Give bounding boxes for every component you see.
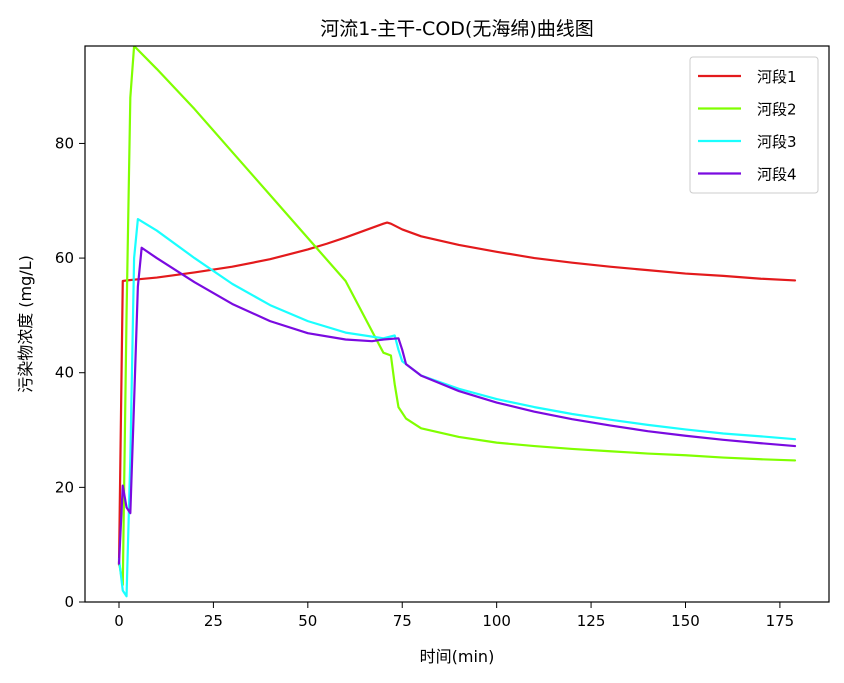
series-line-1: [117, 221, 797, 566]
series-line-3: [117, 218, 797, 598]
series-line-4: [117, 246, 797, 565]
x-tick-label: 100: [482, 612, 511, 630]
y-tick-label: 60: [55, 249, 74, 267]
x-tick-label: 25: [204, 612, 223, 630]
x-tick-label: 175: [766, 612, 795, 630]
legend-label: 河段1: [757, 68, 797, 86]
x-axis-ticks: 0 25 50 75 100 125 150 175: [114, 602, 794, 630]
plot-frame: [84, 45, 830, 603]
series-layer: [117, 46, 797, 598]
x-tick-label: 75: [393, 612, 412, 630]
legend-label: 河段4: [757, 166, 797, 184]
y-tick-label: 0: [64, 593, 74, 611]
legend-box: [689, 56, 819, 194]
x-tick-label: 0: [114, 612, 124, 630]
series-line-2: [117, 46, 797, 586]
x-tick-label: 125: [577, 612, 606, 630]
legend-label: 河段3: [757, 133, 797, 151]
y-tick-label: 20: [55, 478, 74, 496]
y-axis-label: 污染物浓度 (mg/L): [16, 255, 35, 393]
legend: 河段1 河段2 河段3 河段4: [689, 56, 819, 194]
x-axis-label: 时间(min): [420, 647, 495, 666]
legend-label: 河段2: [757, 101, 797, 119]
x-tick-label: 150: [671, 612, 700, 630]
y-axis-ticks: 0 20 40 60 80: [55, 134, 85, 611]
chart-title: 河流1-主干-COD(无海绵)曲线图: [320, 18, 593, 40]
x-tick-label: 50: [298, 612, 317, 630]
y-tick-label: 80: [55, 134, 74, 152]
y-tick-label: 40: [55, 364, 74, 382]
